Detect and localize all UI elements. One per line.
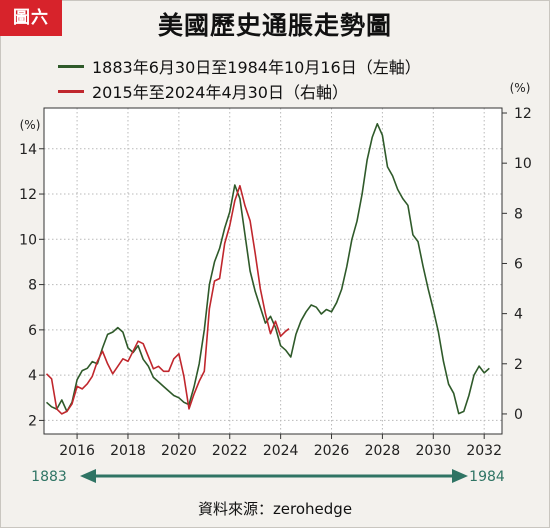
x-tick-label: 2022	[212, 443, 248, 459]
timeline-end-label: 1984	[469, 469, 505, 485]
legend-label-historical: 1883年6月30日至1984年10月16日（左軸）	[92, 58, 421, 77]
timeline-arrow-left-head	[80, 469, 96, 483]
legend-item-recent: 2015年至2024年4月30日（右軸）	[58, 81, 348, 102]
left-y-tick-label: 10	[19, 232, 37, 248]
right-y-tick-label: 2	[514, 357, 523, 373]
x-tick-label: 2028	[365, 443, 401, 459]
x-tick-label: 2030	[415, 443, 451, 459]
legend-swatch-historical	[58, 64, 84, 68]
left-y-tick-label: 4	[28, 368, 37, 384]
x-tick-label: 2024	[263, 443, 299, 459]
left-y-tick-label: 8	[28, 278, 37, 294]
plot-area	[44, 108, 502, 434]
source-note: 資料來源：zerohedge	[197, 500, 353, 518]
left-y-tick-label: 6	[28, 323, 37, 339]
x-tick-label: 2032	[466, 443, 502, 459]
right-y-tick-label: 8	[514, 206, 523, 222]
right-y-tick-label: 12	[514, 106, 532, 122]
right-y-tick-label: 6	[514, 256, 523, 272]
right-y-tick-label: 4	[514, 307, 523, 323]
timeline-start-label: 1883	[31, 469, 67, 485]
x-tick-label: 2020	[161, 443, 197, 459]
legend-item-historical: 1883年6月30日至1984年10月16日（左軸）	[58, 56, 421, 77]
x-tick-label: 2018	[110, 443, 146, 459]
chart-title: 美國歷史通脹走勢圖	[157, 11, 392, 40]
x-tick-label: 2026	[314, 443, 350, 459]
left-y-tick-label: 2	[28, 413, 37, 429]
series-line-2015-2024	[45, 184, 290, 415]
left-y-tick-label: 14	[19, 142, 37, 158]
left-y-tick-label: 12	[19, 187, 37, 203]
x-tick-label: 2016	[59, 443, 95, 459]
legend-swatch-recent	[58, 89, 84, 93]
right-y-tick-label: 0	[514, 407, 523, 423]
figure-badge: 圖六	[0, 0, 62, 36]
series-line-1883-1984	[45, 123, 490, 415]
right-axis-unit: (%)	[510, 81, 531, 95]
left-axis-unit: (%)	[20, 118, 41, 132]
right-y-tick-label: 10	[514, 156, 532, 172]
plot-frame	[43, 107, 503, 435]
legend-label-recent: 2015年至2024年4月30日（右軸）	[92, 83, 348, 102]
timeline-arrow-right-head	[452, 469, 468, 483]
